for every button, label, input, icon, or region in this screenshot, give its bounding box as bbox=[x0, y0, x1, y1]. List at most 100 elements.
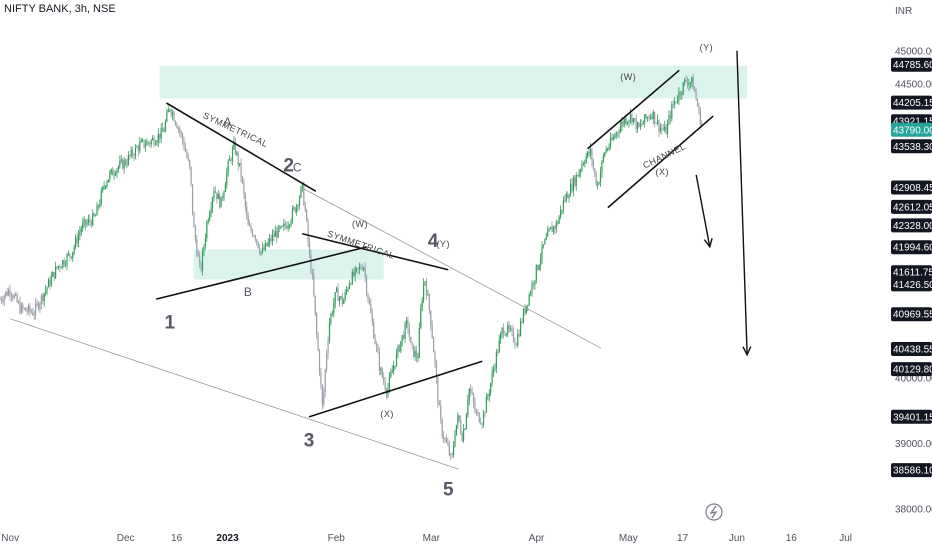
x-axis[interactable]: Nov Dec 16 2023 Feb Mar Apr May 17 Jun 16 Jul bbox=[1, 533, 852, 544]
price-label bbox=[891, 139, 932, 154]
candle-body bbox=[692, 77, 694, 90]
price-label bbox=[891, 240, 932, 255]
candle-body bbox=[229, 159, 231, 161]
candle-body bbox=[522, 309, 525, 322]
candle-body bbox=[681, 93, 683, 96]
candle-body bbox=[514, 341, 516, 345]
candle-body bbox=[520, 321, 522, 336]
x-tick-label: 2023 bbox=[216, 533, 239, 544]
candle-body bbox=[578, 172, 580, 177]
y-tick-label: 44500.00 bbox=[895, 79, 932, 90]
candle-body bbox=[626, 122, 629, 124]
candle-body bbox=[601, 161, 603, 173]
candle-body bbox=[336, 287, 338, 292]
candle-body bbox=[221, 196, 224, 199]
candle-body bbox=[495, 352, 497, 368]
wave-label: (X) bbox=[655, 167, 669, 177]
candle-body bbox=[413, 344, 415, 357]
candle-body bbox=[166, 112, 168, 122]
candle-body bbox=[53, 272, 55, 279]
candle-body bbox=[201, 251, 204, 271]
candle-body bbox=[301, 183, 303, 188]
candle-body bbox=[65, 264, 67, 266]
candle-body bbox=[10, 294, 13, 297]
lightning-icon[interactable] bbox=[705, 503, 723, 521]
candle-body bbox=[554, 226, 556, 229]
candle-body bbox=[46, 287, 48, 291]
candle-body bbox=[257, 241, 259, 248]
candle-body bbox=[398, 345, 400, 352]
candle-body bbox=[353, 271, 355, 277]
candle-body bbox=[241, 176, 244, 183]
candle-body bbox=[497, 352, 499, 354]
candle-body bbox=[645, 114, 647, 119]
candle-body bbox=[455, 424, 458, 435]
candle-body bbox=[410, 337, 412, 344]
candle-body bbox=[400, 341, 402, 352]
candle-body bbox=[268, 238, 271, 243]
y-tick-label: 45000.00 bbox=[895, 47, 932, 58]
x-tick-label: Jun bbox=[729, 533, 745, 544]
candle-body bbox=[164, 121, 167, 131]
candle-body bbox=[654, 111, 656, 124]
candle-body bbox=[129, 155, 131, 157]
trend-line-0 bbox=[166, 102, 317, 192]
candle-body bbox=[316, 314, 318, 334]
candle-body bbox=[354, 268, 356, 277]
candle-body bbox=[82, 222, 84, 229]
candle-body bbox=[679, 91, 681, 96]
candle-body bbox=[462, 429, 465, 442]
candle-body bbox=[512, 330, 515, 342]
candle-body bbox=[109, 172, 111, 180]
candle-body bbox=[177, 127, 179, 129]
lightning-icon-circle[interactable] bbox=[705, 503, 723, 521]
price-label-text: 44785.60 bbox=[893, 60, 932, 71]
candle-body bbox=[93, 213, 95, 217]
candle-body bbox=[629, 114, 632, 121]
candle-body bbox=[430, 310, 432, 326]
trend-line-1 bbox=[156, 246, 367, 300]
candle-body bbox=[341, 296, 343, 304]
candle-body bbox=[261, 248, 264, 252]
candle-body bbox=[236, 152, 238, 154]
candle-body bbox=[622, 121, 624, 125]
price-label-text: 44205.15 bbox=[893, 98, 932, 109]
wave-label: (W) bbox=[352, 219, 368, 229]
candle-body bbox=[110, 169, 112, 173]
candle-body bbox=[375, 343, 378, 347]
candle-body bbox=[26, 310, 28, 312]
candle-body bbox=[47, 279, 50, 288]
candle-body bbox=[112, 169, 114, 176]
candle-body bbox=[104, 185, 107, 187]
candle-body bbox=[284, 223, 286, 226]
candle-body bbox=[297, 205, 299, 207]
candle-body bbox=[264, 243, 266, 250]
candle-body bbox=[669, 115, 671, 119]
candle-body bbox=[67, 253, 70, 255]
candle-body bbox=[246, 206, 248, 216]
price-label bbox=[891, 57, 932, 72]
candle-body bbox=[122, 159, 124, 169]
candle-body bbox=[174, 121, 177, 125]
candle-body bbox=[688, 83, 690, 86]
candle-body bbox=[665, 126, 667, 135]
candle-body bbox=[618, 132, 620, 134]
candle-body bbox=[7, 290, 10, 296]
candle-body bbox=[397, 345, 399, 353]
candle-body bbox=[237, 152, 239, 166]
candle-body bbox=[74, 237, 77, 247]
candle-body bbox=[45, 290, 47, 294]
candle-body bbox=[70, 256, 72, 259]
candle-body bbox=[140, 140, 142, 143]
candle-body bbox=[280, 225, 282, 229]
candle-body bbox=[50, 276, 52, 286]
candle-body bbox=[609, 137, 612, 147]
candle-body bbox=[106, 182, 108, 186]
candle-body bbox=[321, 384, 323, 405]
candle-body bbox=[472, 393, 475, 403]
candle-body bbox=[42, 295, 44, 302]
candle-body bbox=[571, 183, 573, 191]
y-axis[interactable]: INR 38000.00 39000.00 40000.00 44500.00 45000… bbox=[891, 6, 932, 515]
candle-body bbox=[555, 222, 557, 229]
candle-body bbox=[420, 308, 422, 328]
